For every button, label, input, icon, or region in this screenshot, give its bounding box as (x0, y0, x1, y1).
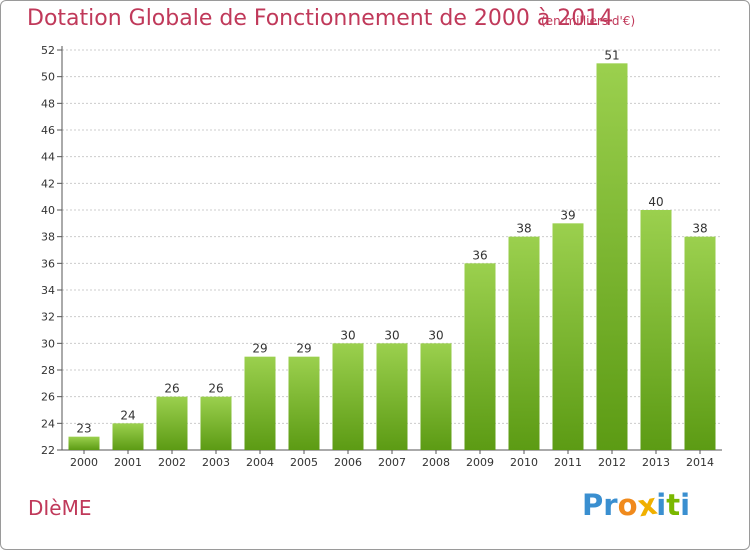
data-label: 30 (428, 328, 443, 342)
proxiti-logo[interactable]: Proxiti (582, 487, 691, 524)
x-tick-label: 2004 (246, 456, 274, 469)
y-tick-label: 50 (41, 71, 55, 84)
y-tick-label: 28 (41, 364, 55, 377)
y-tick-label: 44 (41, 151, 55, 164)
logo-letter: t (666, 488, 681, 522)
bar (508, 236, 540, 450)
bar (684, 236, 716, 450)
bar (420, 343, 452, 450)
x-tick-label: 2009 (466, 456, 494, 469)
x-tick-label: 2006 (334, 456, 362, 469)
bar (200, 396, 232, 450)
bars (68, 63, 716, 450)
data-label: 38 (516, 222, 531, 236)
bar (552, 223, 584, 450)
bar (288, 356, 320, 450)
data-label: 40 (648, 195, 663, 209)
y-tick-label: 52 (41, 44, 55, 57)
data-label: 23 (76, 422, 91, 436)
y-tick-label: 38 (41, 231, 55, 244)
x-tick-label: 2011 (554, 456, 582, 469)
bar (640, 210, 672, 450)
bar (464, 263, 496, 450)
y-tick-label: 24 (41, 417, 55, 430)
data-label: 51 (604, 48, 619, 62)
x-tick-label: 2007 (378, 456, 406, 469)
y-tick-label: 26 (41, 391, 55, 404)
data-label: 30 (384, 328, 399, 342)
bar (156, 396, 188, 450)
x-tick-label: 2001 (114, 456, 142, 469)
data-label: 24 (120, 408, 135, 422)
x-tick-label: 2013 (642, 456, 670, 469)
data-label: 29 (252, 342, 267, 356)
data-label: 39 (560, 208, 575, 222)
y-tick-label: 30 (41, 337, 55, 350)
data-label: 26 (164, 382, 179, 396)
data-label: 29 (296, 342, 311, 356)
chart-subtitle: (en milliers d'€) (541, 14, 636, 28)
logo-letter: o (617, 488, 638, 522)
x-tick-label: 2003 (202, 456, 230, 469)
x-tick-label: 2012 (598, 456, 626, 469)
bar (596, 63, 628, 450)
logo-letter: P (582, 488, 604, 522)
bar (112, 423, 144, 450)
logo-letter: r (603, 488, 618, 522)
y-tick-label: 40 (41, 204, 55, 217)
x-tick-label: 2010 (510, 456, 538, 469)
x-tick-label: 2002 (158, 456, 186, 469)
x-tick-label: 2014 (686, 456, 714, 469)
labels: 23 24 26 26 29 29 30 30 30 36 38 39 51 40 38 (76, 48, 707, 435)
chart-title: Dotation Globale de Fonctionnement de 20… (27, 6, 614, 31)
axes: 22 24 26 28 30 32 34 36 38 40 42 44 46 48 50 52 2000 2001… (41, 44, 722, 469)
logo-letter: i (656, 488, 667, 522)
data-label: 36 (472, 248, 487, 262)
y-tick-label: 46 (41, 124, 55, 137)
bar (244, 356, 276, 450)
y-tick-label: 48 (41, 97, 55, 110)
x-tick-label: 2008 (422, 456, 450, 469)
data-label: 38 (692, 222, 707, 236)
data-label: 26 (208, 382, 223, 396)
y-tick-label: 36 (41, 257, 55, 270)
bar (376, 343, 408, 450)
bar (332, 343, 364, 450)
y-tick-label: 34 (41, 284, 55, 297)
logo-letter: i (680, 488, 691, 522)
commune-name: DIèME (28, 496, 92, 520)
bar (68, 436, 100, 450)
x-tick-label: 2005 (290, 456, 318, 469)
y-tick-label: 22 (41, 444, 55, 457)
y-tick-label: 42 (41, 177, 55, 190)
y-tick-label: 32 (41, 311, 55, 324)
x-tick-label: 2000 (70, 456, 98, 469)
data-label: 30 (340, 328, 355, 342)
